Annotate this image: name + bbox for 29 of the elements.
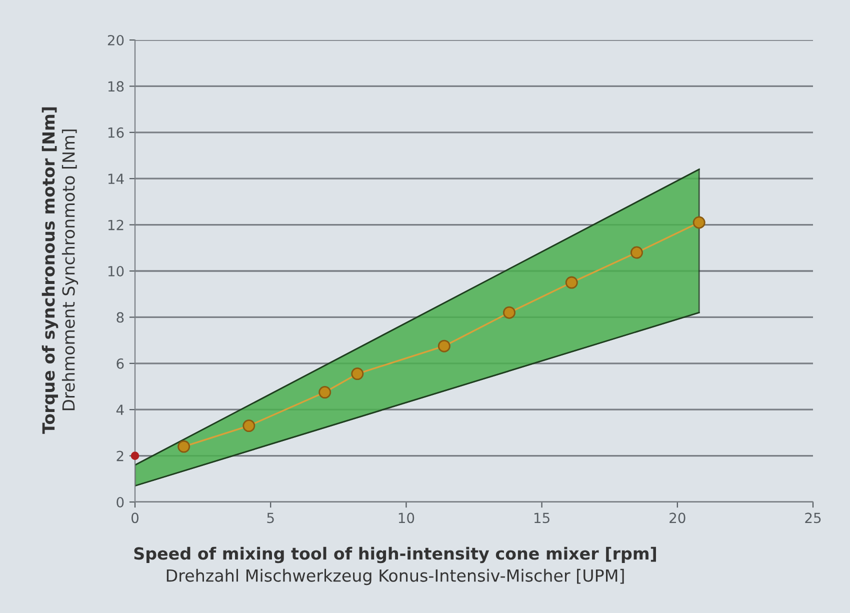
x-tick-label: 25 [805,512,821,524]
point [242,420,256,432]
point [692,216,706,229]
point [130,452,140,460]
y-tick-label: 8 [116,312,124,323]
point [178,440,190,453]
y-tick-label: 12 [108,220,124,230]
y-tick-label: 18 [108,81,124,92]
point [565,276,578,289]
y-tick-label: 16 [108,127,124,138]
y-tick-label: 14 [108,174,124,184]
x-tick-label: 15 [534,512,550,524]
y-tick-label: 20 [108,34,124,46]
y-tick-label: 0 [116,496,124,508]
y-tick-label: 6 [116,358,124,369]
point [503,306,516,319]
point [351,368,364,380]
point [630,246,643,259]
x-tick-label: 0 [131,512,138,524]
y-tick-label: 2 [116,450,124,462]
y-tick-label: 4 [116,404,124,415]
point [318,386,332,399]
x-tick-label: 5 [267,512,274,524]
x-tick-label: 20 [670,512,686,524]
y-tick-label: 10 [108,266,124,276]
point [438,340,450,352]
x-tick-label: 10 [398,512,414,524]
y-axis-title: Torque of synchronous motor [Nm] Drehmoment Synchronmoto [Nm] [42,107,78,434]
x-axis-title: Speed of mixing tool of high-intensity cone mixer [rpm] Drehzahl Mischwerkzeug Konus-Intensiv-Mischer [UPM] [134,546,656,586]
